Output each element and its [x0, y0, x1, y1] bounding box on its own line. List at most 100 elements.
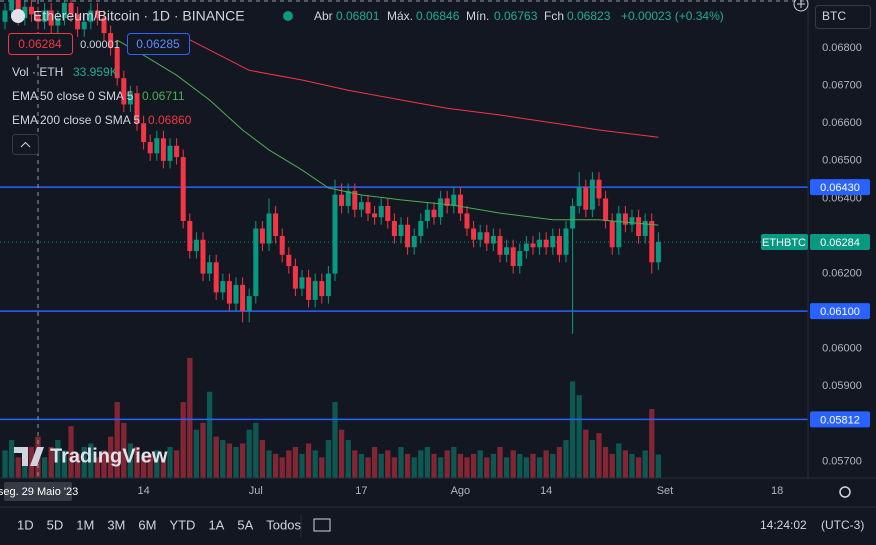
sell-button[interactable]	[8, 33, 73, 55]
candle-body	[246, 296, 252, 312]
timezone[interactable]: (UTC-3)	[821, 518, 864, 532]
candle-body	[35, 14, 41, 22]
ema200-name: EMA	[12, 113, 38, 127]
range-button[interactable]: 1A	[208, 517, 224, 532]
candle-body	[253, 228, 259, 297]
volume-bar	[576, 395, 582, 478]
candle-body	[583, 187, 589, 210]
volume-bar	[147, 453, 153, 478]
volume-bar	[345, 440, 351, 478]
volume-bar	[81, 446, 87, 478]
volume-bar	[173, 450, 180, 478]
candle-body	[141, 123, 147, 143]
range-button[interactable]: 5A	[237, 517, 253, 532]
candle-body	[213, 262, 219, 293]
candle-body	[101, 18, 107, 34]
watermark-logo	[14, 447, 44, 466]
range-button[interactable]: 5D	[47, 517, 64, 532]
volume-bar	[48, 446, 54, 478]
candle-body	[55, 18, 61, 26]
candle-body	[391, 220, 397, 236]
candle-body	[61, 3, 67, 19]
range-button[interactable]: 1D	[17, 517, 34, 532]
candle-body	[81, 21, 87, 30]
volume-bar	[279, 457, 285, 478]
ema-line	[176, 32, 659, 138]
ema50-params: 50 close 0 SMA 5	[40, 89, 134, 103]
range-button[interactable]: 6M	[138, 517, 156, 532]
candle-body	[438, 198, 444, 218]
volume-bar	[68, 426, 74, 478]
candle-body	[121, 78, 127, 105]
volume-label: Vol · ETH	[12, 65, 63, 79]
symbol-logo	[11, 9, 25, 23]
candle-body	[424, 209, 430, 221]
volume-bar	[338, 429, 345, 478]
candle-body	[319, 281, 325, 297]
symbol-label: ETHBTC	[762, 237, 806, 249]
candle-body	[193, 239, 199, 252]
x-tick-label: 14	[540, 485, 552, 497]
volume-bar	[121, 422, 127, 478]
range-button[interactable]: 3M	[107, 517, 125, 532]
candle-body	[358, 202, 364, 210]
x-tick-label: Ago	[451, 485, 471, 497]
volume-bar	[286, 450, 292, 478]
volume-value: 33.959K	[73, 65, 118, 79]
candle-body	[385, 205, 391, 221]
volume-bar	[15, 457, 21, 478]
currency-button[interactable]	[815, 5, 871, 29]
candle-body	[616, 213, 622, 248]
candle-body	[365, 202, 371, 214]
y-tick-label: 0.06700	[822, 80, 862, 92]
add-button[interactable]	[793, 0, 809, 12]
last-price-bg	[810, 234, 870, 251]
volume-bar	[563, 440, 569, 478]
crosshair-label: seg. 29 Maio '23	[0, 486, 78, 498]
volume-bar	[55, 440, 61, 478]
settings-icon[interactable]	[839, 486, 851, 498]
candle-body	[530, 243, 536, 248]
candle-body	[332, 194, 338, 274]
volume-bar	[464, 457, 470, 478]
volume-bar	[299, 453, 305, 478]
x-tick-label: 14	[137, 485, 149, 497]
candle-body	[556, 235, 562, 255]
buy-button[interactable]	[127, 33, 190, 55]
volume-bar	[391, 457, 398, 478]
candle-body	[642, 220, 648, 236]
volume-bar	[418, 450, 424, 478]
candle-body	[312, 281, 318, 300]
volume-bar	[2, 450, 8, 478]
range-button[interactable]: 1M	[76, 517, 94, 532]
candle-body	[306, 277, 312, 300]
candle-body	[563, 228, 569, 255]
collapse-button[interactable]	[12, 134, 39, 155]
candle-body	[167, 145, 173, 161]
y-tick-label: 0.06400	[822, 192, 862, 204]
volume-bar	[114, 402, 120, 478]
volume-bar	[61, 450, 68, 478]
volume-bar	[385, 450, 391, 478]
volume-bar	[305, 443, 312, 478]
volume-bar	[510, 450, 516, 478]
chevron-icon	[20, 141, 31, 148]
range-button[interactable]: Todos	[266, 517, 301, 532]
date-range-icon[interactable]	[313, 518, 331, 532]
candle-body	[108, 33, 114, 49]
range-button[interactable]: YTD	[169, 517, 195, 532]
candle-body	[471, 228, 477, 240]
volume-bar	[583, 429, 589, 478]
watermark: TradingView	[50, 445, 168, 467]
candle-body	[147, 142, 153, 154]
volume-bar	[101, 450, 107, 478]
ema200-value: 0.06860	[148, 113, 192, 127]
candle-body	[464, 213, 470, 229]
volume-bar	[596, 433, 602, 478]
volume-bar	[616, 443, 622, 478]
candle-body	[22, 6, 28, 19]
chart-title[interactable]: Ethereum/Bitcoin · 1D · BINANCE	[33, 8, 245, 24]
plus-icon	[797, 0, 805, 8]
